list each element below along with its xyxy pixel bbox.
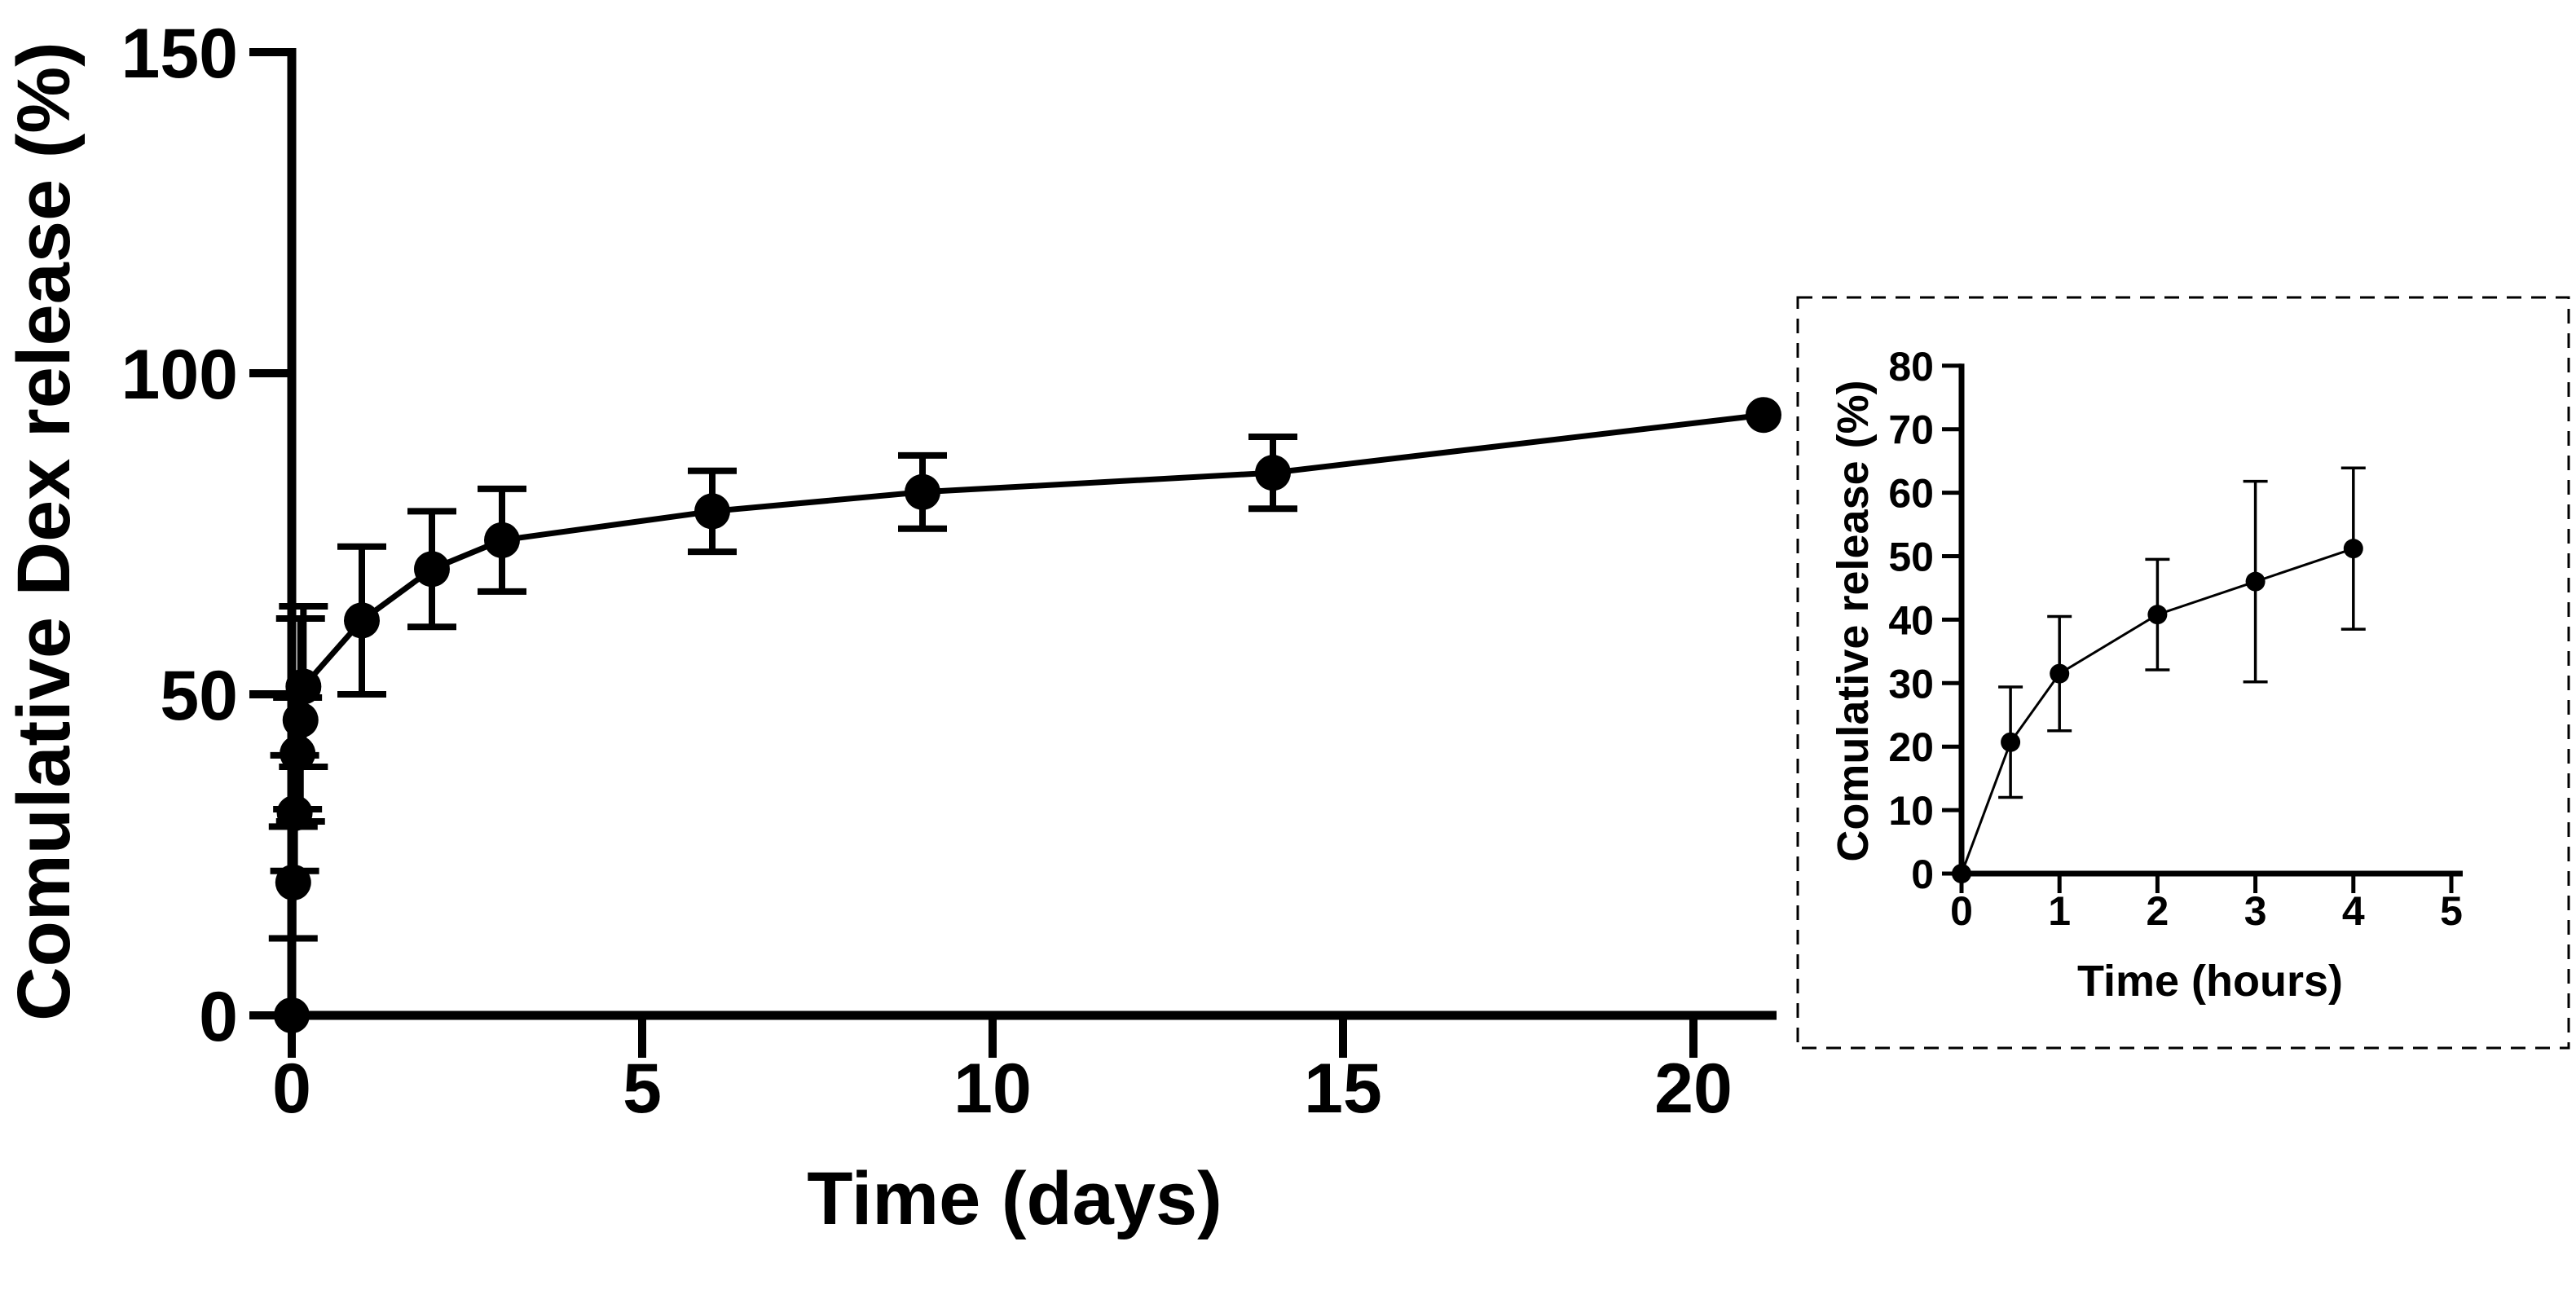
series-line	[1960, 547, 2354, 874]
data-point	[905, 473, 940, 510]
y-tick-label: 20	[1888, 724, 1934, 770]
x-tick-label: 1	[2048, 888, 2071, 934]
data-point	[2245, 571, 2266, 592]
data-point	[285, 668, 322, 705]
y-tick-label: 70	[1888, 407, 1934, 453]
inset-y-axis-label: Comulative release (%)	[1829, 380, 1878, 861]
inset-chart-axes: 0 10 20 30 40 50 60 70 80 0 1 2 3 4 5	[1888, 344, 2463, 934]
y-tick-label: 60	[1888, 471, 1934, 517]
y-tick-label: 40	[1888, 597, 1934, 643]
x-tick-label: 10	[953, 1050, 1032, 1128]
x-tick-label: 0	[1950, 888, 1973, 934]
data-point	[2343, 539, 2363, 559]
y-tick-label: 80	[1888, 344, 1934, 390]
data-point	[2050, 663, 2070, 684]
x-tick-label: 0	[272, 1050, 311, 1128]
y-tick-label: 0	[1911, 852, 1934, 897]
data-point	[2147, 605, 2168, 625]
inset-dashed-border	[1796, 296, 2570, 1050]
data-point	[694, 493, 730, 530]
x-tick-label: 3	[2244, 888, 2267, 934]
data-point	[1952, 864, 1971, 883]
y-tick-label: 50	[1888, 535, 1934, 580]
main-x-axis-label: Time (days)	[807, 1157, 1222, 1240]
y-tick-label: 100	[121, 336, 239, 414]
data-point	[344, 602, 380, 639]
x-tick-label: 4	[2342, 888, 2365, 934]
data-point	[276, 795, 313, 831]
data-point	[280, 735, 316, 772]
y-tick-label: 0	[199, 978, 238, 1056]
series-line	[288, 412, 1764, 1016]
data-point	[414, 551, 450, 588]
x-tick-label: 15	[1304, 1050, 1382, 1128]
x-tick-label: 5	[2440, 888, 2463, 934]
main-chart-series	[268, 397, 1781, 1033]
x-tick-label: 20	[1654, 1050, 1733, 1128]
y-tick-label: 150	[121, 15, 239, 93]
main-y-axis-label: Comulative Dex release (%)	[2, 42, 86, 1021]
y-tick-label: 50	[160, 657, 238, 735]
data-point	[2001, 732, 2021, 752]
x-tick-label: 2	[2146, 888, 2169, 934]
inset-chart-series	[1952, 466, 2366, 883]
data-point	[1746, 397, 1781, 434]
data-point	[282, 702, 319, 738]
y-tick-label: 30	[1888, 661, 1934, 707]
main-chart-axes: 0 50 100 150 0 5 10 15 20	[121, 15, 1777, 1128]
inset-x-axis-label: Time (hours)	[2077, 957, 2343, 1006]
x-tick-label: 5	[623, 1050, 662, 1128]
data-point	[1255, 455, 1291, 491]
data-point	[275, 864, 311, 900]
data-point	[274, 997, 310, 1033]
data-point	[484, 522, 520, 558]
y-tick-label: 10	[1888, 788, 1934, 834]
